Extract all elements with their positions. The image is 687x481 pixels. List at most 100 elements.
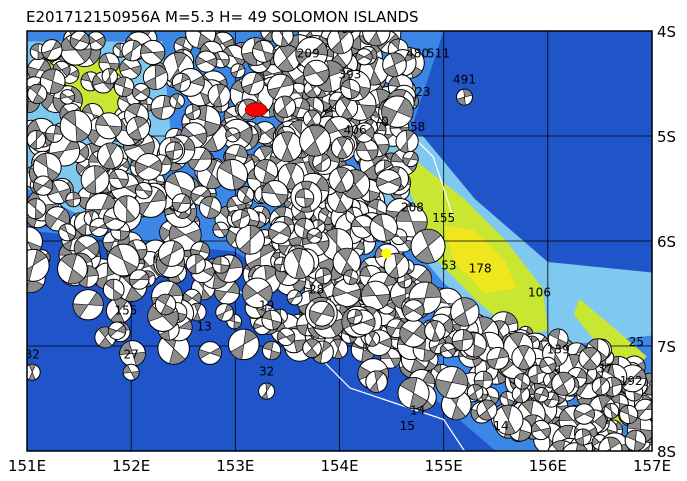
focal-mechanism (302, 109, 322, 129)
focal-mechanism (424, 320, 446, 342)
focal-mechanism (235, 224, 266, 255)
focal-mechanism (113, 195, 141, 223)
focal-mechanism (539, 356, 557, 375)
focal-mechanism (306, 227, 323, 244)
focal-mechanism (142, 64, 169, 91)
lon-tick-label: 153E (216, 457, 254, 475)
depth-label: 58 (410, 120, 425, 134)
focal-mechanism (332, 278, 362, 308)
focal-mechanism (397, 376, 430, 410)
focal-mechanism (211, 255, 230, 274)
focal-mechanism (59, 109, 93, 143)
lon-tick-label: 155E (425, 457, 463, 475)
focal-mechanism (241, 71, 265, 96)
focal-mechanism (261, 309, 283, 331)
depth-label: 25 (629, 335, 644, 349)
focal-mechanism (354, 122, 375, 143)
focal-mechanism (98, 52, 120, 74)
focal-mechanism (164, 141, 184, 160)
depth-label: 406 (344, 123, 367, 137)
depth-label: 37 (597, 361, 612, 375)
focal-mechanism (308, 300, 335, 327)
map-frame (26, 30, 653, 452)
depth-label: 53 (441, 258, 456, 272)
depth-label: 23 (415, 85, 430, 99)
depth-label: 393 (338, 67, 361, 81)
focal-mechanism (27, 248, 50, 282)
depth-label: 28 (309, 283, 324, 297)
focal-mechanism (216, 158, 249, 191)
focal-mechanism (314, 267, 332, 285)
focal-mechanism (171, 193, 192, 213)
focal-mechanism (273, 95, 297, 119)
focal-mechanism (198, 196, 222, 219)
focal-mechanism (334, 96, 359, 120)
focal-mechanism (195, 50, 218, 73)
focal-mechanism (122, 363, 140, 381)
focal-mechanism (360, 280, 391, 311)
focal-mechanism (346, 308, 363, 325)
focal-mechanism (277, 162, 305, 190)
focal-mechanism (435, 365, 469, 399)
focal-mechanism (80, 165, 110, 195)
focal-mechanism (113, 76, 135, 98)
focal-mechanism (513, 373, 531, 390)
focal-mechanism (225, 127, 241, 143)
focal-mechanism (107, 243, 140, 277)
lat-tick-label: 5S (657, 128, 676, 146)
focal-mechanism (135, 181, 153, 200)
focal-mechanism (230, 63, 246, 79)
focal-mechanism (340, 79, 361, 100)
depth-label: 19 (259, 298, 274, 312)
focal-mechanism (57, 253, 88, 285)
focal-mechanism (119, 340, 146, 367)
focal-mechanism (351, 215, 375, 239)
focal-mechanism (598, 436, 623, 451)
focal-mechanism (108, 168, 129, 189)
focal-mechanism (551, 371, 576, 396)
depth-label: 155 (115, 304, 138, 318)
focal-mechanism (486, 346, 510, 370)
focal-mechanism (450, 297, 480, 327)
focal-mechanism (125, 116, 150, 141)
focal-mechanism (364, 330, 381, 347)
focal-mechanism (271, 31, 294, 47)
depth-label: 511 (427, 46, 450, 60)
lat-tick-label: 7S (657, 338, 676, 356)
focal-mechanism (105, 297, 133, 324)
focal-mechanism (140, 39, 166, 66)
main-event-marker (244, 102, 268, 117)
focal-mechanism (402, 299, 425, 322)
focal-mechanism (573, 403, 595, 425)
focal-mechanism (375, 169, 402, 195)
depth-label: 32 (25, 348, 40, 362)
focal-mechanism (271, 131, 303, 163)
lat-tick-label: 6S (657, 233, 676, 251)
lat-tick-label: 4S (657, 23, 676, 41)
focal-mechanism (619, 404, 639, 425)
focal-mechanism (121, 39, 144, 62)
depth-label: 208 (401, 201, 424, 215)
focal-mechanism (102, 278, 125, 301)
focal-mechanism (65, 191, 82, 208)
focal-mechanism (131, 83, 151, 102)
large-focal-mechanism (410, 228, 446, 264)
focal-mechanism (383, 252, 410, 279)
focal-mechanism (283, 248, 315, 280)
focal-mechanism (276, 327, 296, 347)
focal-mechanism (294, 188, 315, 208)
focal-mechanism (362, 31, 391, 47)
focal-mechanism (101, 67, 118, 85)
focal-mechanism (299, 124, 331, 157)
focal-mechanism (32, 152, 62, 182)
focal-mechanism (27, 129, 47, 150)
depth-label: 155 (432, 211, 455, 225)
depth-label: 14 (493, 419, 508, 433)
focal-mechanism (215, 303, 234, 322)
focal-mechanism (228, 328, 260, 361)
choiseul-island (573, 298, 647, 373)
focal-mechanism (39, 68, 66, 95)
focal-mechanism (451, 329, 474, 352)
focal-mechanism (41, 39, 63, 61)
